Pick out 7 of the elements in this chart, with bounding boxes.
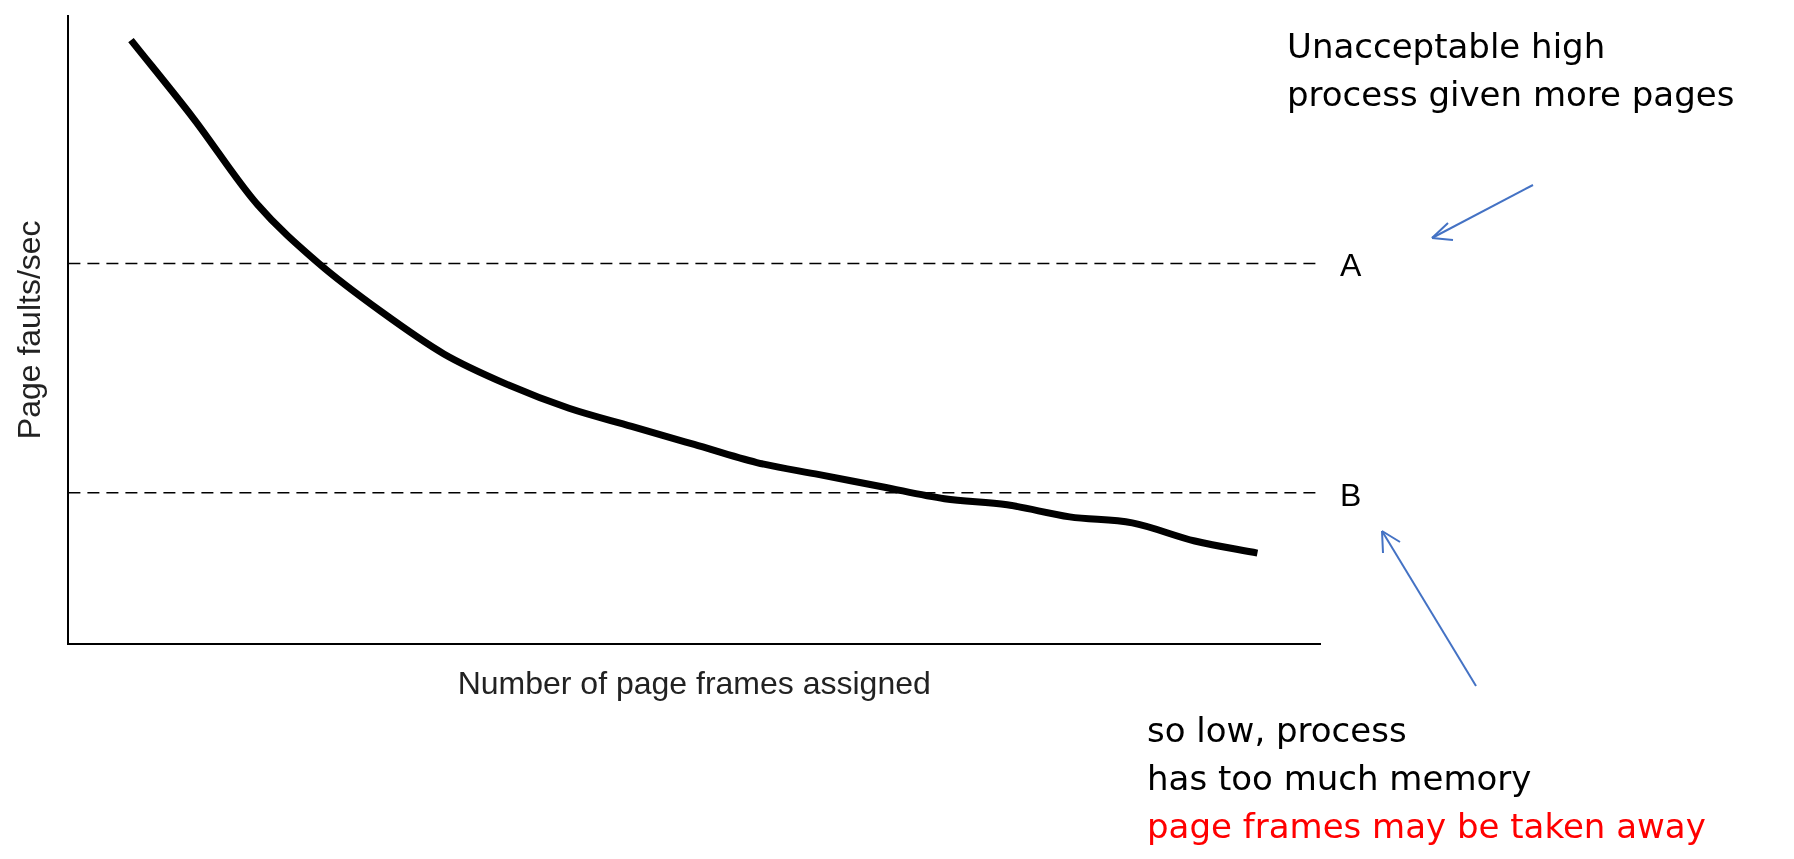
y-axis-title: Page faults/sec: [11, 220, 48, 440]
annotation: Unacceptable high process given more pages: [1287, 25, 1735, 116]
ref-line-label: A: [1340, 247, 1362, 284]
text: so low, process has too much memory: [1147, 709, 1532, 800]
x-axis-title: Number of page frames assigned: [457, 664, 931, 701]
text: page frames may be taken away: [1147, 805, 1706, 848]
ref-line-label: B: [1340, 476, 1362, 513]
